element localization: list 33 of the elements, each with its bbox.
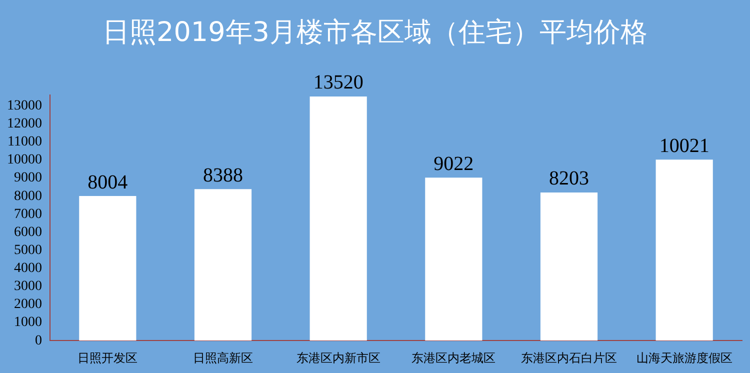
y-tick-label: 9000 [14, 170, 42, 186]
y-tick-label: 2000 [14, 297, 42, 312]
y-tick-label: 3000 [14, 279, 42, 294]
y-tick-label: 4000 [14, 261, 42, 276]
x-tick-label: 东港区内老城区 [412, 350, 496, 365]
y-tick-label: 0 [35, 333, 42, 348]
bar [656, 160, 713, 341]
data-label: 13520 [313, 72, 364, 94]
x-tick-label: 日照开发区 [78, 350, 138, 365]
y-tick-label: 11000 [8, 134, 42, 150]
y-tick-label: 8000 [14, 188, 42, 204]
y-tick-label: 5000 [14, 242, 42, 258]
bar [310, 96, 367, 341]
bar [194, 189, 252, 341]
data-label: 8004 [88, 171, 128, 194]
y-tick-label: 13000 [7, 98, 42, 114]
y-tick-label: 12000 [7, 116, 42, 132]
data-label: 10021 [659, 134, 710, 157]
y-tick-label: 7000 [14, 206, 42, 222]
bar [79, 196, 136, 341]
data-label: 8388 [203, 164, 243, 186]
chart-title: 日照2019年3月楼市各区域（住宅）平均价格 [102, 16, 648, 50]
bar [425, 178, 482, 341]
y-tick-label: 10000 [7, 152, 42, 168]
y-tick-label: 1000 [14, 315, 42, 330]
y-tick-label: 6000 [14, 224, 42, 240]
x-tick-label: 东港区内新市区 [296, 350, 380, 365]
x-tick-label: 日照高新区 [193, 350, 253, 365]
data-label: 9022 [434, 152, 474, 175]
bar [540, 192, 598, 341]
x-tick-label: 东港区内石白片区 [521, 350, 617, 365]
x-tick-label: 山海天旅游度假区 [636, 350, 732, 365]
data-label: 8203 [549, 168, 589, 190]
